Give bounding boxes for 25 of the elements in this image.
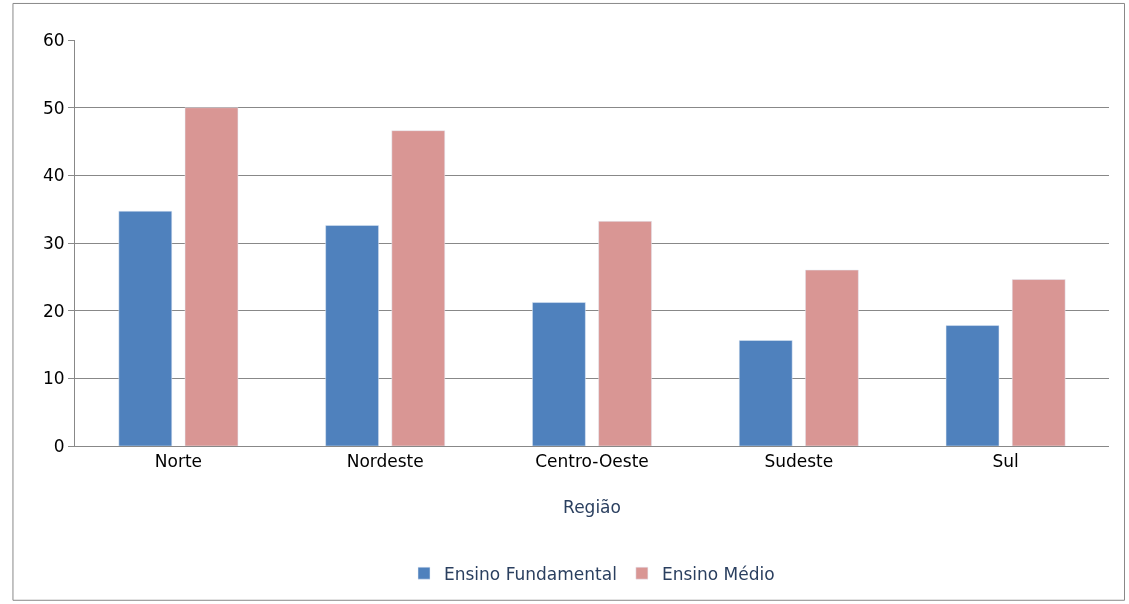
y-tick-label: 10 — [42, 368, 65, 389]
bar — [738, 340, 793, 446]
y-tick-label: 60 — [42, 29, 65, 50]
x-tick-label: Centro-Oeste — [535, 451, 649, 472]
x-tick-label: Sudeste — [764, 451, 834, 472]
bar — [184, 107, 239, 446]
y-tick-label: 50 — [42, 97, 65, 118]
bar — [118, 210, 173, 446]
y-tick-label: 30 — [42, 232, 65, 253]
x-tick-label: Norte — [154, 451, 203, 472]
bar — [945, 325, 1000, 446]
y-tick-label: 20 — [42, 300, 65, 321]
x-axis-title: Região — [563, 496, 621, 517]
y-tick-label: 0 — [53, 435, 65, 456]
legend-label: Ensino Fundamental — [444, 563, 617, 584]
x-tick-label: Nordeste — [346, 451, 424, 472]
legend-label: Ensino Médio — [661, 563, 775, 584]
bar — [532, 302, 586, 446]
bar — [1011, 279, 1066, 446]
y-tick-label: 40 — [42, 165, 65, 186]
bar — [805, 269, 859, 446]
bar — [325, 225, 379, 446]
bar — [391, 130, 446, 446]
bar — [598, 221, 652, 446]
x-tick-label: Sul — [992, 451, 1019, 472]
